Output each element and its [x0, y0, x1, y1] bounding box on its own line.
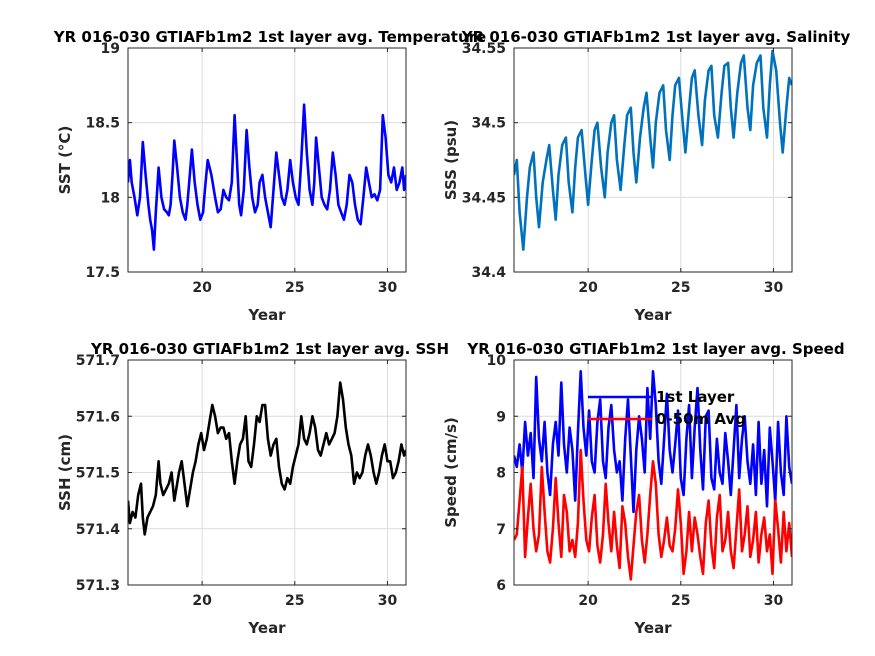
- x-axis-label: Year: [247, 306, 286, 324]
- panel-2: 20 25 30 34.4 34.45 34.5 34.55 Year SSS (psu) YR …: [442, 28, 850, 324]
- x-tick-label: 25: [285, 280, 304, 296]
- x-tick-label: 30: [764, 280, 784, 296]
- y-tick-label: 571.7: [76, 353, 120, 369]
- series-line-1: [128, 381, 406, 536]
- axes-frame: [513, 47, 793, 273]
- legend-label: 0-50m Avg: [656, 410, 746, 428]
- y-axis-label: SSS (psu): [442, 120, 460, 200]
- y-tick-label: 571.6: [76, 409, 120, 425]
- x-tick-label: 25: [671, 280, 690, 296]
- y-tick-label: 19: [101, 41, 120, 57]
- legend: 1st Layer 0-50m Avg: [588, 388, 746, 428]
- x-tick-label: 30: [764, 593, 784, 609]
- panel-3: 20 25 30 571.3 571.4 571.5 571.6 571.7 Year SSH (…: [56, 340, 449, 637]
- x-tick-label: 20: [578, 280, 598, 296]
- panel-4: 20 25 30 6 7 8 9 10 Year Speed (cm/s) YR 016-030 G…: [442, 340, 845, 637]
- y-tick-label: 571.3: [76, 578, 120, 594]
- x-tick-label: 30: [378, 593, 398, 609]
- x-axis-label: Year: [633, 306, 672, 324]
- y-axis-label: SST (°C): [56, 126, 74, 195]
- axes-frame: [127, 47, 407, 273]
- y-tick-label: 17.5: [85, 265, 120, 281]
- y-tick-label: 9: [496, 409, 506, 425]
- y-tick-label: 571.4: [76, 522, 121, 538]
- x-tick-label: 20: [192, 593, 212, 609]
- chart-title: YR 016-030 GTIAFb1m2 1st layer avg. Sali…: [461, 28, 851, 46]
- y-tick-label: 18.5: [85, 116, 120, 132]
- series-line-1st-layer: [514, 369, 792, 514]
- x-tick-label: 25: [671, 593, 690, 609]
- y-axis-label: Speed (cm/s): [442, 417, 460, 528]
- series-line-0-50m-avg: [514, 448, 792, 581]
- x-tick-label: 25: [285, 593, 304, 609]
- series-line-1: [128, 103, 406, 251]
- y-tick-label: 34.55: [462, 41, 506, 57]
- x-axis-label: Year: [633, 619, 672, 637]
- x-tick-label: 20: [192, 280, 212, 296]
- y-tick-label: 34.45: [462, 190, 506, 206]
- y-tick-label: 7: [496, 522, 506, 538]
- y-tick-label: 571.5: [76, 466, 120, 482]
- y-tick-label: 6: [496, 578, 506, 594]
- y-tick-label: 10: [487, 353, 507, 369]
- y-tick-label: 34.4: [471, 265, 506, 281]
- y-tick-label: 18: [101, 190, 120, 206]
- panel-1: 20 25 30 17.5 18 18.5 19 Year SST (°C) YR 016-030…: [53, 28, 486, 324]
- x-axis-label: Year: [247, 619, 286, 637]
- chart-title: YR 016-030 GTIAFb1m2 1st layer avg. SSH: [90, 340, 449, 358]
- series-line-1: [514, 49, 792, 251]
- y-tick-label: 34.5: [471, 116, 506, 132]
- y-axis-label: SSH (cm): [56, 434, 74, 511]
- legend-label: 1st Layer: [656, 388, 735, 406]
- x-tick-label: 20: [578, 593, 598, 609]
- y-tick-label: 8: [496, 466, 506, 482]
- x-tick-label: 30: [378, 280, 398, 296]
- chart-title: YR 016-030 GTIAFb1m2 1st layer avg. Temp…: [53, 28, 486, 46]
- chart-title: YR 016-030 GTIAFb1m2 1st layer avg. Spee…: [466, 340, 844, 358]
